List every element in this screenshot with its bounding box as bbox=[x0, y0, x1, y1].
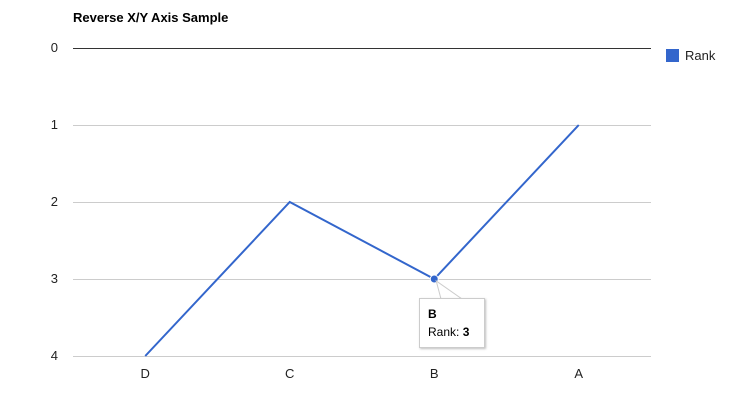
y-tick-label: 4 bbox=[51, 348, 58, 363]
x-tick-label: C bbox=[285, 366, 294, 381]
series-rank bbox=[144, 124, 580, 357]
tooltip-category: B bbox=[428, 307, 437, 321]
y-tick-label: 2 bbox=[51, 194, 58, 209]
y-tick-label: 1 bbox=[51, 117, 58, 132]
gridlines bbox=[73, 48, 651, 357]
tooltip-tail bbox=[435, 279, 464, 300]
tooltip-value: 3 bbox=[462, 325, 470, 339]
y-tick-label: 0 bbox=[51, 40, 58, 55]
legend-label-rank: Rank bbox=[685, 47, 716, 63]
tooltip: B Rank: 3 bbox=[419, 298, 485, 348]
tooltip-label: Rank: bbox=[428, 325, 460, 339]
chart-title: Reverse X/Y Axis Sample bbox=[73, 10, 229, 25]
x-tick-label: B bbox=[430, 366, 439, 381]
tooltip-pointer bbox=[435, 279, 464, 300]
legend-swatch-rank bbox=[666, 48, 679, 62]
x-tick-label: A bbox=[574, 366, 583, 381]
legend[interactable]: Rank bbox=[666, 47, 715, 63]
series-line-rank bbox=[144, 124, 580, 357]
x-tick-label: D bbox=[141, 366, 150, 381]
y-tick-label: 3 bbox=[51, 271, 58, 286]
y-tick-labels: 0 1 2 3 4 bbox=[51, 40, 58, 363]
